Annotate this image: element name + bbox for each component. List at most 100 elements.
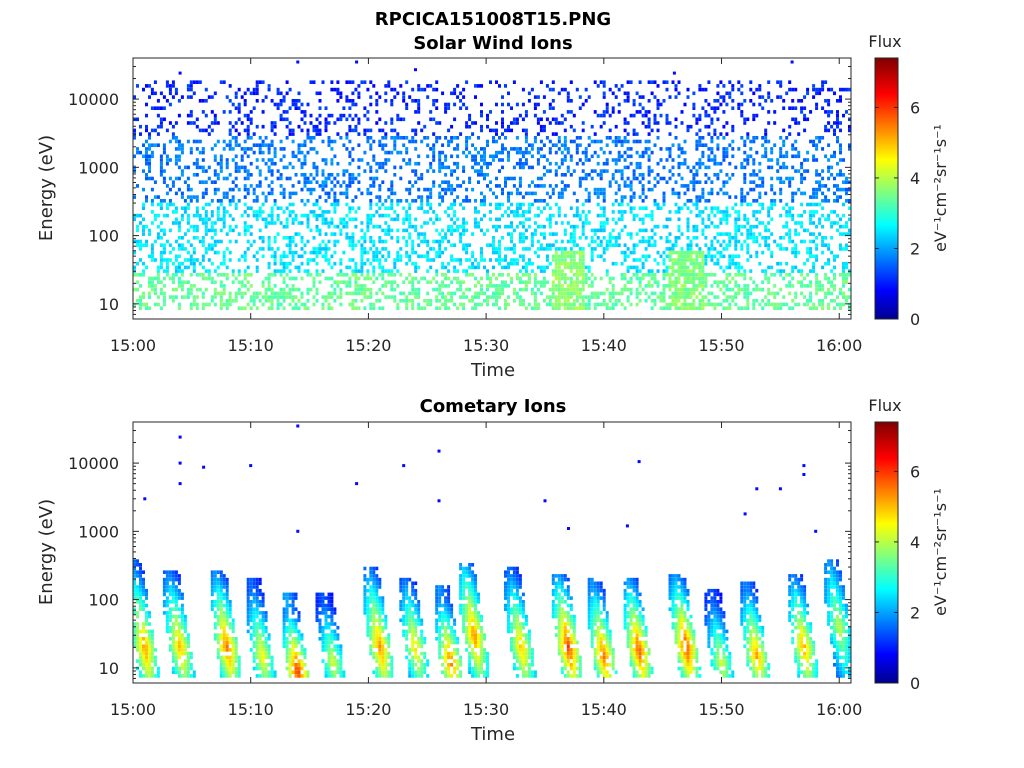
flux-cell [671,143,675,147]
flux-cell [231,199,235,203]
flux-cell [142,273,145,277]
flux-cell [165,191,169,196]
flux-cell [294,217,298,222]
flux-cell [342,180,346,184]
flux-cell [354,273,358,277]
flux-cell [596,161,600,166]
flux-cell [489,284,492,288]
flux-cell [518,299,522,303]
flux-cell [761,269,765,273]
flux-cell [501,291,504,296]
flux-cell [366,213,370,218]
flux-cell [518,276,522,281]
flux-cell [501,110,504,114]
flux-cell [270,217,274,222]
flux-cell [626,247,630,251]
flux-cell [504,306,507,310]
flux-cell [201,180,205,184]
flux-cell [656,102,660,107]
flux-cell [351,269,355,273]
flux-cell [408,213,412,218]
flux-cell [812,139,816,144]
flux-cell [339,95,343,99]
flux-cell [755,287,759,292]
flux-cell [498,184,501,188]
flux-cell [429,191,433,196]
flux-cell [557,91,561,96]
flux-cell [692,113,696,118]
flux-cell [273,291,277,296]
flux-cell [450,217,454,222]
flux-cell [593,150,597,155]
flux-cell [426,199,430,203]
flux-cell [387,250,391,255]
flux-cell [671,265,675,270]
flux-cell [345,280,349,284]
flux-cell [587,243,591,247]
flux-cell [192,139,196,144]
flux-cell [716,191,720,196]
flux-cell [318,121,322,125]
flux-cell [533,273,537,277]
flux-cell [189,254,193,259]
flux-cell [324,191,328,196]
flux-cell [333,154,337,159]
flux-cell [797,250,801,255]
flux-cell [402,236,406,240]
flux-cell [438,247,442,251]
flux-cell [498,206,501,210]
flux-cell [695,169,699,173]
flux-cell [303,306,307,310]
flux-cell [426,187,430,192]
flux-cell [818,217,822,222]
flux-cell [836,295,839,299]
flux-cell [578,184,582,188]
flux-cell [330,295,334,299]
flux-cell [357,173,361,177]
flux-cell [369,295,373,299]
flux-cell [495,154,498,159]
flux-cell [773,202,777,207]
flux-cell [261,139,265,144]
flux-cell [288,176,292,181]
flux-cell [521,161,525,166]
flux-cell [207,124,211,129]
flux-cell [378,306,382,310]
flux-cell [282,261,286,266]
flux-cell [560,150,564,155]
flux-cell [647,254,651,259]
flux-cell [216,291,220,296]
flux-cell [198,273,202,277]
flux-cell [369,236,373,240]
flux-cell [330,180,334,184]
flux-cell [608,113,612,118]
flux-cell [545,258,549,262]
flux-cell [291,254,295,259]
flux-cell [812,154,816,159]
flux-cell [321,80,325,84]
flux-cell [183,206,187,210]
flux-cell [782,236,786,240]
flux-cell [495,132,498,136]
flux-cell [779,236,783,240]
flux-cell [270,124,274,129]
flux-cell [414,250,418,255]
flux-cell [264,195,268,199]
flux-cell [818,187,822,192]
flux-cell [716,106,720,110]
flux-cell [369,143,373,147]
flux-cell [174,269,178,273]
flux-cell [456,280,460,284]
flux-cell [270,302,274,307]
flux-cell [267,299,271,303]
flux-cell [542,206,546,210]
flux-cell [495,121,498,125]
flux-cell [438,195,442,199]
flux-cell [629,187,633,192]
flux-cell [498,169,501,173]
flux-cell [596,84,600,88]
flux-cell [590,258,594,262]
flux-cell [207,228,211,233]
flux-cell [303,202,307,207]
flux-cell [417,291,421,296]
